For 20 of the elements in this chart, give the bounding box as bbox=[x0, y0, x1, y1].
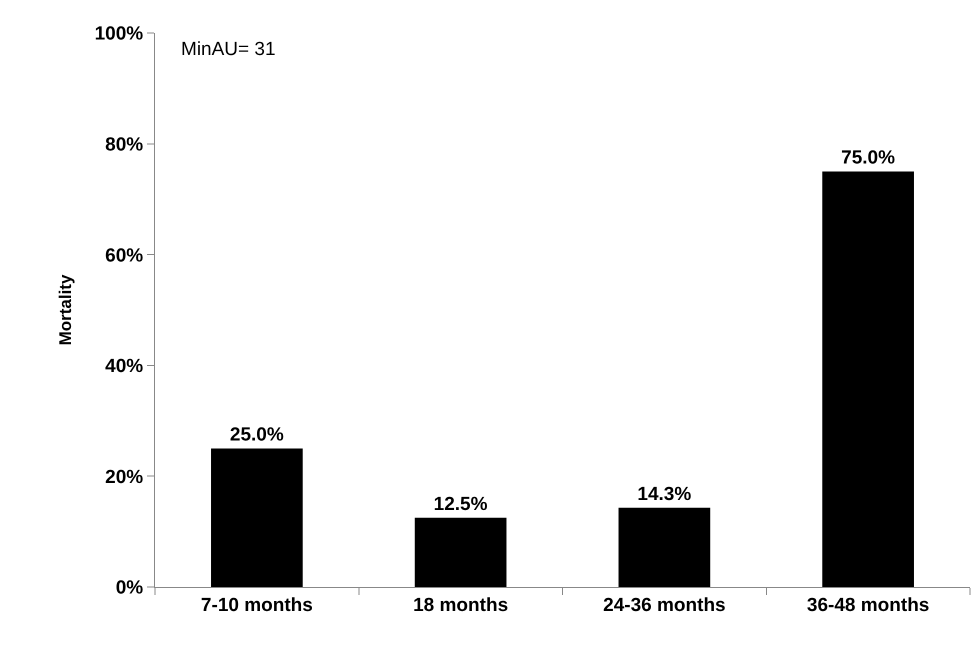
y-axis-title: Mortality bbox=[56, 274, 76, 346]
y-tick-label: 20% bbox=[105, 466, 144, 488]
data-label: 12.5% bbox=[434, 494, 488, 515]
y-tick-label: 80% bbox=[105, 134, 144, 156]
data-label: 25.0% bbox=[230, 424, 284, 446]
data-label: 14.3% bbox=[637, 484, 692, 505]
x-tick-label: 18 months bbox=[413, 594, 508, 616]
data-label: 75.0% bbox=[841, 148, 896, 168]
x-tick-label: 7-10 months bbox=[200, 594, 313, 616]
y-tick-label: 100% bbox=[94, 24, 144, 45]
bar bbox=[822, 172, 914, 587]
y-tick-label: 40% bbox=[105, 356, 144, 378]
annotation: MinAU= 31 bbox=[181, 39, 276, 60]
y-tick-label: 60% bbox=[105, 245, 144, 266]
x-tick-label: 36-48 months bbox=[806, 594, 930, 616]
bar bbox=[211, 448, 303, 587]
bar bbox=[414, 518, 506, 587]
bar bbox=[618, 508, 710, 587]
x-tick-label: 24-36 months bbox=[603, 594, 726, 616]
y-tick-label: 0% bbox=[116, 578, 144, 599]
